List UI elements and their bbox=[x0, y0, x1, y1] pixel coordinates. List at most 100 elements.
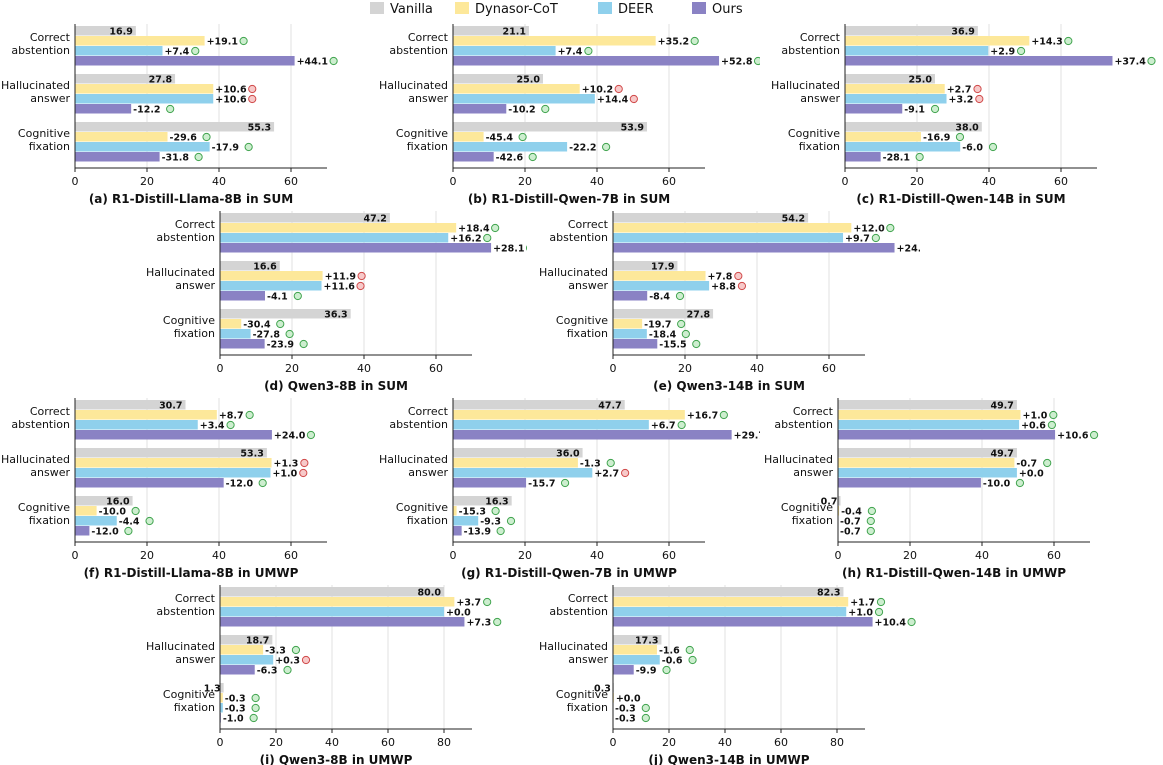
bar-ours-correct-abstention bbox=[75, 56, 295, 66]
value-label: +10.2 bbox=[582, 84, 613, 95]
value-label: +3.4 bbox=[200, 420, 225, 431]
check-icon bbox=[867, 506, 876, 516]
x-tick-label: 20 bbox=[662, 736, 676, 749]
bar-deer-correct-abstention bbox=[453, 420, 649, 430]
value-label: 25.0 bbox=[517, 74, 541, 85]
check-icon bbox=[907, 617, 916, 627]
value-label: 54.2 bbox=[782, 213, 805, 224]
check-icon bbox=[1015, 478, 1025, 488]
x-tick-label: 40 bbox=[590, 549, 604, 562]
value-label: +14.3 bbox=[1031, 36, 1062, 47]
value-label: -12.0 bbox=[226, 478, 254, 489]
bar-deer-hallucinated-answer bbox=[453, 468, 593, 478]
value-label: -27.8 bbox=[253, 329, 281, 340]
value-label: +2.7 bbox=[947, 84, 972, 95]
check-icon bbox=[251, 703, 260, 713]
x-tick-label: 20 bbox=[285, 362, 299, 375]
category-label-hallucinated-answer: Hallucinated answer bbox=[379, 453, 448, 479]
category-label-hallucinated-answer: Hallucinated answer bbox=[764, 453, 833, 479]
value-label: -17.9 bbox=[212, 142, 239, 153]
value-label: 49.7 bbox=[990, 400, 1013, 411]
x-tick-label: 20 bbox=[518, 175, 532, 188]
value-label: +2.9 bbox=[990, 46, 1015, 57]
value-label: -29.6 bbox=[170, 132, 198, 143]
bar-deer-hallucinated-answer bbox=[75, 94, 214, 104]
value-label: 0.3 bbox=[594, 683, 611, 694]
check-icon bbox=[871, 233, 880, 243]
bar-ours-correct-abstention bbox=[220, 617, 465, 627]
check-icon bbox=[493, 617, 502, 627]
category-label-hallucinated-answer: Hallucinated answer bbox=[1, 79, 70, 105]
check-icon bbox=[1047, 420, 1056, 430]
value-label: +7.4 bbox=[558, 46, 583, 57]
category-label-cognitive-fixation: Cognitive fixation bbox=[396, 501, 448, 527]
value-label: +2.7 bbox=[594, 468, 619, 479]
legend-swatch-ours bbox=[692, 2, 706, 14]
value-label: 38.0 bbox=[955, 122, 979, 133]
legend-label-ours: Ours bbox=[712, 2, 743, 17]
bar-deer-correct-abstention bbox=[845, 46, 989, 56]
value-label: -0.3 bbox=[615, 703, 636, 714]
value-label: 80.0 bbox=[418, 587, 442, 598]
x-tick-label: 60 bbox=[1054, 175, 1068, 188]
value-label: 16.6 bbox=[253, 261, 277, 272]
check-icon bbox=[1016, 46, 1026, 56]
value-label: +37.4 bbox=[1114, 56, 1146, 67]
bar-vanilla-cognitive-fixation bbox=[453, 122, 648, 132]
bar-dynasor-cot-cognitive-fixation bbox=[613, 319, 643, 329]
bar-deer-correct-abstention bbox=[838, 420, 1020, 430]
check-icon bbox=[299, 339, 308, 349]
x-tick-label: 20 bbox=[518, 549, 532, 562]
chart-title: (j) Qwen3-14B in UMWP bbox=[648, 753, 809, 765]
chart-title: (i) Qwen3-8B in UMWP bbox=[260, 753, 413, 765]
check-icon bbox=[988, 142, 998, 152]
chart-title: (d) Qwen3-8B in SUM bbox=[264, 379, 408, 393]
value-label: -15.5 bbox=[659, 339, 686, 350]
value-label: +1.0 bbox=[272, 468, 297, 479]
value-label: -23.9 bbox=[267, 339, 294, 350]
value-label: +1.7 bbox=[850, 597, 875, 608]
value-label: 55.3 bbox=[248, 122, 271, 133]
value-label: +9.7 bbox=[845, 233, 870, 244]
check-icon bbox=[124, 526, 133, 536]
x-tick-label: 40 bbox=[982, 175, 996, 188]
bar-deer-hallucinated-answer bbox=[838, 468, 1017, 478]
bar-vanilla-hallucinated-answer bbox=[453, 74, 543, 84]
bar-vanilla-hallucinated-answer bbox=[220, 635, 273, 645]
check-icon bbox=[528, 152, 537, 162]
check-icon bbox=[677, 319, 686, 329]
chart-title: (h) R1-Distill-Qwen-14B in UMWP bbox=[842, 566, 1066, 580]
bar-dynasor-cot-cognitive-fixation bbox=[75, 132, 168, 142]
bar-ours-cognitive-fixation bbox=[75, 526, 90, 536]
check-icon bbox=[276, 319, 285, 329]
value-label: -0.7 bbox=[1016, 458, 1037, 469]
check-icon bbox=[641, 713, 650, 723]
value-label: +7.3 bbox=[466, 617, 491, 628]
x-tick-label: 0 bbox=[842, 175, 849, 188]
panel-d: 47.2 +18.4+16.2 +28.1 Correct abstention 16.6… bbox=[146, 211, 527, 393]
category-label-correct-abstention: Correct abstention bbox=[781, 31, 840, 57]
value-label: 17.3 bbox=[635, 635, 658, 646]
check-icon bbox=[244, 142, 253, 152]
category-label-cognitive-fixation: Cognitive fixation bbox=[163, 314, 215, 340]
x-tick-label: 60 bbox=[284, 175, 298, 188]
bar-vanilla-correct-abstention bbox=[453, 26, 529, 36]
check-icon bbox=[491, 223, 500, 233]
bar-ours-cognitive-fixation bbox=[845, 152, 881, 162]
category-label-hallucinated-answer: Hallucinated answer bbox=[1, 453, 70, 479]
check-icon bbox=[245, 410, 254, 420]
bar-ours-hallucinated-answer bbox=[453, 104, 507, 114]
cross-icon bbox=[300, 458, 309, 468]
category-label-cognitive-fixation: Cognitive fixation bbox=[18, 127, 70, 153]
bar-vanilla-correct-abstention bbox=[838, 400, 1017, 410]
category-label-cognitive-fixation: Cognitive fixation bbox=[396, 127, 448, 153]
check-icon bbox=[876, 597, 886, 607]
value-label: 17.9 bbox=[651, 261, 674, 272]
check-icon bbox=[681, 329, 690, 339]
value-label: -10.0 bbox=[983, 478, 1011, 489]
value-label: +16.7 bbox=[687, 410, 718, 421]
value-label: +19.1 bbox=[207, 36, 238, 47]
check-icon bbox=[525, 245, 527, 251]
cross-icon bbox=[248, 84, 257, 94]
